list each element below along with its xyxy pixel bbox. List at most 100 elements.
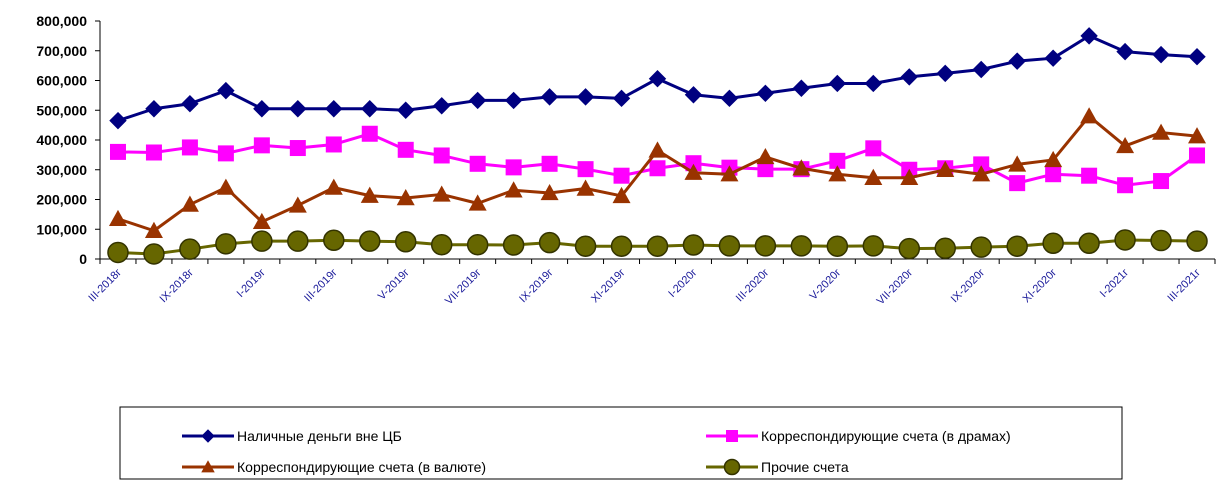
data-point: [829, 152, 846, 169]
data-point: [360, 186, 379, 203]
y-tick-label: 500,000: [36, 102, 87, 118]
x-tick-label: III-2019г: [302, 267, 340, 305]
legend-item: Наличные деньги вне ЦБ: [182, 428, 402, 444]
data-point: [1080, 27, 1098, 45]
y-tick-label: 800,000: [36, 13, 87, 29]
y-tick-label: 600,000: [36, 73, 87, 89]
data-point: [936, 160, 955, 177]
data-point: [1152, 123, 1171, 140]
series-layer: [107, 27, 1208, 265]
data-point: [756, 147, 775, 165]
data-point: [289, 100, 307, 118]
data-point: [1009, 175, 1026, 192]
data-point: [432, 97, 451, 115]
data-point: [396, 189, 415, 206]
data-point: [145, 144, 162, 161]
data-point: [685, 155, 702, 172]
data-point: [792, 79, 811, 97]
data-point: [648, 70, 667, 88]
data-point: [109, 111, 127, 130]
data-point: [323, 229, 345, 252]
data-point: [541, 155, 558, 172]
data-point: [577, 161, 594, 178]
x-tick-label: V-2019г: [376, 267, 412, 303]
data-point: [252, 212, 271, 230]
data-point: [253, 137, 270, 154]
x-tick-label: III-2021г: [1165, 267, 1203, 305]
data-point: [1008, 155, 1027, 172]
data-point: [864, 168, 883, 185]
x-tick-label: III-2018г: [86, 267, 124, 305]
data-point: [792, 159, 811, 176]
data-point: [646, 235, 669, 257]
data-point: [576, 88, 595, 106]
data-point: [324, 178, 343, 195]
data-point: [1008, 52, 1026, 70]
data-point: [613, 167, 630, 184]
data-point: [757, 161, 774, 178]
data-point: [610, 235, 633, 257]
series-4: [107, 229, 1208, 265]
data-point: [469, 155, 486, 172]
x-tick-label: XI-2020г: [1021, 267, 1060, 306]
data-point: [684, 163, 703, 180]
data-point: [145, 100, 163, 118]
axes: 0 100,000 200,000 300,000 400,000 500,000 600,…: [36, 13, 1216, 267]
data-point: [1044, 49, 1062, 67]
x-tick-label: VII-2019г: [443, 267, 484, 308]
data-point: [181, 139, 198, 156]
series-2: [109, 125, 1206, 194]
data-point: [287, 230, 309, 252]
data-point: [826, 235, 849, 257]
data-point: [828, 74, 847, 93]
x-tick-label: XI-2019г: [589, 267, 628, 306]
data-point: [1188, 127, 1207, 144]
legend-swatch-marker: [726, 430, 738, 442]
legend-swatch-marker: [201, 460, 215, 473]
data-point: [936, 64, 954, 83]
data-point: [1044, 150, 1063, 168]
data-point: [612, 186, 631, 204]
data-point: [432, 185, 451, 202]
data-point: [397, 141, 414, 158]
data-point: [1045, 166, 1062, 183]
data-point: [359, 230, 381, 252]
data-point: [251, 230, 273, 252]
data-point: [468, 91, 487, 110]
data-point: [649, 160, 666, 177]
data-point: [972, 165, 991, 182]
data-point: [1081, 167, 1098, 184]
data-point: [504, 91, 523, 110]
data-point: [433, 147, 450, 164]
legend-label: Корреспондирующие счета (в драмах): [761, 428, 1011, 444]
data-point: [325, 100, 343, 118]
legend-swatch-marker: [723, 458, 741, 476]
data-point: [684, 86, 703, 104]
data-point: [720, 89, 739, 108]
data-point: [864, 74, 883, 93]
x-tick-label: VII-2020г: [875, 267, 916, 308]
data-point: [972, 60, 990, 79]
x-tick-label: I-2019г: [235, 267, 268, 300]
x-axis-tick-labels: III-2018г IX-2018г I-2019г III-2019г V-2019г…: [86, 267, 1203, 308]
data-point: [648, 141, 667, 158]
data-point: [1188, 47, 1206, 66]
data-point: [253, 100, 271, 118]
data-point: [466, 233, 489, 256]
data-point: [574, 235, 597, 257]
data-point: [181, 94, 199, 113]
legend: Наличные деньги вне ЦБ Корреспондирующие …: [119, 406, 1123, 480]
legend-swatch-marker: [201, 429, 215, 443]
y-tick-label: 300,000: [36, 162, 87, 178]
data-point: [361, 125, 378, 142]
x-tick-label: III-2020г: [734, 267, 772, 305]
series-3: [108, 107, 1207, 238]
data-point: [217, 81, 235, 100]
data-point: [215, 233, 237, 255]
y-tick-label: 200,000: [36, 192, 87, 208]
data-point: [397, 101, 415, 119]
data-point: [289, 140, 306, 157]
data-point: [862, 235, 885, 257]
